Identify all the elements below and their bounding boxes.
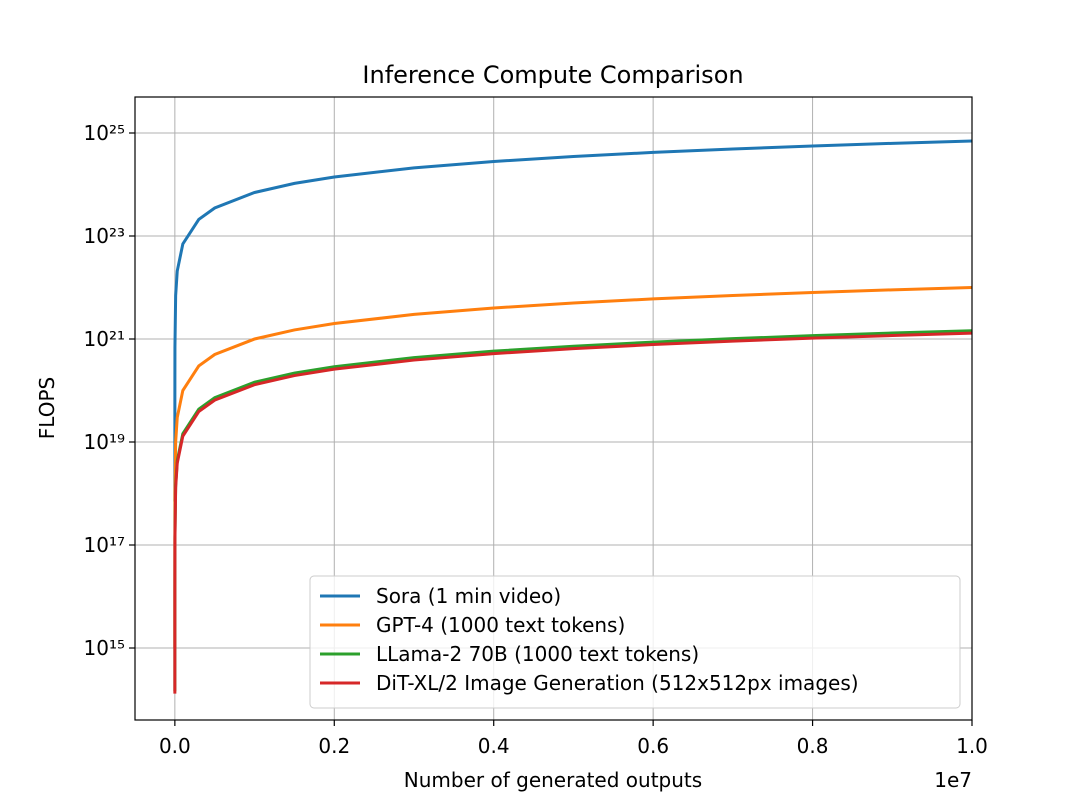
x-tick-label: 0.8 (797, 734, 829, 758)
series-line (173, 331, 972, 694)
y-axis-label: FLOPS (35, 377, 59, 439)
legend-label: GPT-4 (1000 text tokens) (376, 613, 625, 637)
series-line (173, 286, 972, 649)
chart-title: Inference Compute Comparison (362, 61, 743, 89)
y-tick-label: 10¹⁹ (84, 430, 125, 454)
legend-label: Sora (1 min video) (376, 584, 561, 608)
legend-label: DiT-XL/2 Image Generation (512x512px ima… (376, 671, 859, 695)
y-tick-label: 10²¹ (84, 327, 125, 351)
x-tick-label: 0.6 (637, 734, 669, 758)
x-tick-label: 0.4 (478, 734, 510, 758)
legend-label: LLama-2 70B (1000 text tokens) (376, 642, 699, 666)
x-tick-label: 0.2 (318, 734, 350, 758)
y-tick-label: 10²⁵ (84, 121, 125, 145)
x-axis-label: Number of generated outputs (404, 768, 702, 792)
y-tick-label: 10¹⁵ (84, 636, 125, 660)
y-tick-label: 10¹⁷ (84, 533, 125, 557)
plot-frame (134, 96, 973, 721)
legend-box (309, 575, 961, 709)
x-offset-label: 1e7 (934, 768, 972, 792)
x-tick-label: 1.0 (956, 734, 988, 758)
y-tick-label: 10²³ (84, 224, 125, 248)
series-line (173, 139, 972, 502)
x-tick-label: 0.0 (159, 734, 191, 758)
